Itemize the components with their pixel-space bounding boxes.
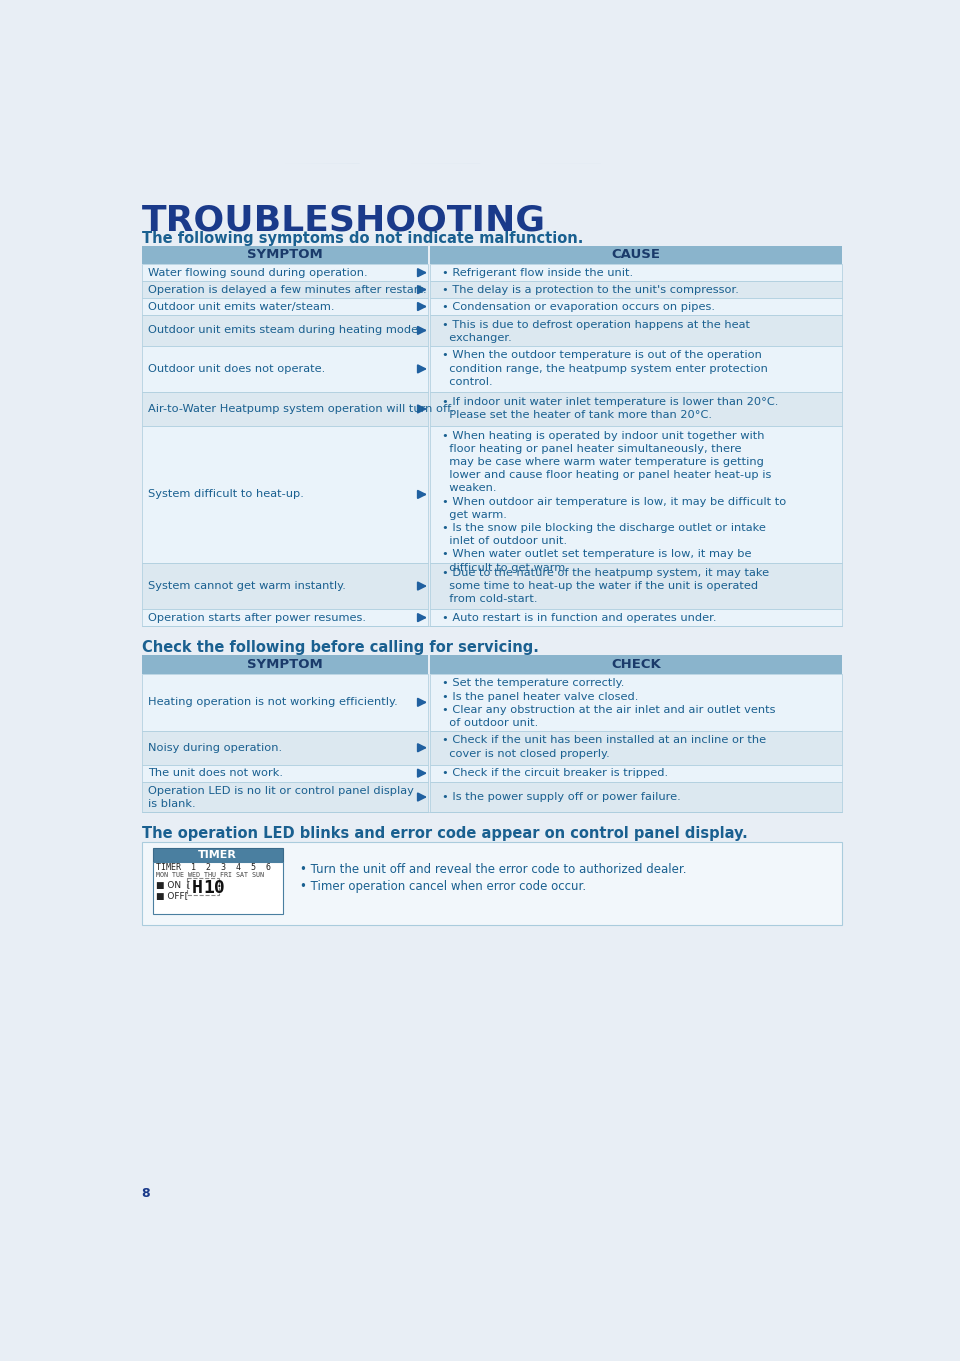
- Text: • Check if the unit has been installed at an incline or the
  cover is not close: • Check if the unit has been installed a…: [443, 735, 766, 758]
- Text: • The delay is a protection to the unit's compressor.: • The delay is a protection to the unit'…: [443, 284, 739, 294]
- FancyBboxPatch shape: [430, 674, 842, 731]
- FancyBboxPatch shape: [142, 346, 428, 392]
- Text: • Turn the unit off and reveal the error code to authorized dealer.: • Turn the unit off and reveal the error…: [300, 863, 686, 876]
- FancyBboxPatch shape: [142, 282, 428, 298]
- FancyBboxPatch shape: [142, 563, 428, 610]
- Text: • Is the power supply off or power failure.: • Is the power supply off or power failu…: [443, 792, 682, 802]
- Text: • If indoor unit water inlet temperature is lower than 20°C.
  Please set the he: • If indoor unit water inlet temperature…: [443, 396, 779, 419]
- FancyBboxPatch shape: [430, 731, 842, 765]
- Text: Water flowing sound during operation.: Water flowing sound during operation.: [148, 268, 368, 278]
- Text: CAUSE: CAUSE: [612, 249, 660, 261]
- Text: The unit does not work.: The unit does not work.: [148, 768, 283, 778]
- Text: TIMER  1  2  3  4  5  6: TIMER 1 2 3 4 5 6: [156, 863, 271, 872]
- FancyBboxPatch shape: [430, 781, 842, 813]
- FancyBboxPatch shape: [142, 264, 428, 282]
- Text: ■ ON  [: ■ ON [: [156, 881, 190, 890]
- Text: CHECK: CHECK: [612, 659, 661, 671]
- FancyBboxPatch shape: [430, 392, 842, 426]
- FancyBboxPatch shape: [142, 298, 428, 314]
- Text: Outdoor unit does not operate.: Outdoor unit does not operate.: [148, 363, 325, 374]
- Text: • Timer operation cancel when error code occur.: • Timer operation cancel when error code…: [300, 881, 586, 893]
- Text: TIMER: TIMER: [198, 849, 237, 860]
- FancyBboxPatch shape: [142, 314, 428, 346]
- FancyBboxPatch shape: [142, 610, 428, 626]
- FancyBboxPatch shape: [142, 765, 428, 781]
- Text: • Due to the nature of the heatpump system, it may take
  some time to heat-up t: • Due to the nature of the heatpump syst…: [443, 568, 770, 604]
- Text: Operation LED is no lit or control panel display
is blank.: Operation LED is no lit or control panel…: [148, 787, 414, 810]
- FancyBboxPatch shape: [142, 674, 428, 731]
- FancyBboxPatch shape: [430, 346, 842, 392]
- Text: System cannot get warm instantly.: System cannot get warm instantly.: [148, 581, 346, 591]
- FancyBboxPatch shape: [430, 246, 842, 264]
- Text: TROUBLESHOOTING: TROUBLESHOOTING: [142, 203, 545, 237]
- Text: Operation is delayed a few minutes after restart.: Operation is delayed a few minutes after…: [148, 284, 426, 294]
- Text: Outdoor unit emits steam during heating mode.: Outdoor unit emits steam during heating …: [148, 325, 421, 335]
- FancyBboxPatch shape: [430, 426, 842, 563]
- FancyBboxPatch shape: [430, 765, 842, 781]
- Text: 8: 8: [142, 1187, 151, 1200]
- FancyBboxPatch shape: [430, 610, 842, 626]
- Text: MON TUE WED THU FRI SAT SUN: MON TUE WED THU FRI SAT SUN: [156, 871, 264, 878]
- FancyBboxPatch shape: [430, 298, 842, 314]
- Text: • This is due to defrost operation happens at the heat
  exchanger.: • This is due to defrost operation happe…: [443, 320, 751, 343]
- FancyBboxPatch shape: [142, 841, 842, 925]
- FancyBboxPatch shape: [430, 656, 842, 674]
- FancyBboxPatch shape: [142, 392, 428, 426]
- Text: • Condensation or evaporation occurs on pipes.: • Condensation or evaporation occurs on …: [443, 302, 715, 312]
- Text: H: H: [191, 879, 203, 897]
- Text: • Check if the circuit breaker is tripped.: • Check if the circuit breaker is trippe…: [443, 768, 668, 778]
- FancyBboxPatch shape: [430, 563, 842, 610]
- FancyBboxPatch shape: [430, 264, 842, 282]
- Text: ■ OFF[: ■ OFF[: [156, 891, 188, 901]
- FancyBboxPatch shape: [142, 426, 428, 563]
- Text: SYMPTOM: SYMPTOM: [248, 249, 323, 261]
- FancyBboxPatch shape: [142, 246, 428, 264]
- Text: The following symptoms do not indicate malfunction.: The following symptoms do not indicate m…: [142, 231, 583, 246]
- FancyBboxPatch shape: [142, 731, 428, 765]
- FancyBboxPatch shape: [430, 314, 842, 346]
- Text: • When the outdoor temperature is out of the operation
  condition range, the he: • When the outdoor temperature is out of…: [443, 350, 768, 387]
- Text: • Refrigerant flow inside the unit.: • Refrigerant flow inside the unit.: [443, 268, 634, 278]
- Text: System difficult to heat-up.: System difficult to heat-up.: [148, 490, 303, 499]
- FancyBboxPatch shape: [153, 848, 283, 862]
- Text: The operation LED blinks and error code appear on control panel display.: The operation LED blinks and error code …: [142, 826, 748, 841]
- Text: Operation starts after power resumes.: Operation starts after power resumes.: [148, 612, 366, 622]
- Text: Outdoor unit emits water/steam.: Outdoor unit emits water/steam.: [148, 302, 334, 312]
- Text: Check the following before calling for servicing.: Check the following before calling for s…: [142, 640, 539, 655]
- Text: • When heating is operated by indoor unit together with
  floor heating or panel: • When heating is operated by indoor uni…: [443, 430, 786, 573]
- Text: • Set the temperature correctly.
• Is the panel heater valve closed.
• Clear any: • Set the temperature correctly. • Is th…: [443, 678, 776, 728]
- FancyBboxPatch shape: [153, 862, 283, 915]
- FancyBboxPatch shape: [430, 282, 842, 298]
- Text: SYMPTOM: SYMPTOM: [248, 659, 323, 671]
- Text: Heating operation is not working efficiently.: Heating operation is not working efficie…: [148, 697, 397, 708]
- FancyBboxPatch shape: [142, 656, 428, 674]
- FancyBboxPatch shape: [142, 781, 428, 813]
- Text: Air-to-Water Heatpump system operation will turn off.: Air-to-Water Heatpump system operation w…: [148, 404, 454, 414]
- Text: Noisy during operation.: Noisy during operation.: [148, 743, 282, 753]
- Text: • Auto restart is in function and operates under.: • Auto restart is in function and operat…: [443, 612, 717, 622]
- Text: 10: 10: [203, 879, 225, 897]
